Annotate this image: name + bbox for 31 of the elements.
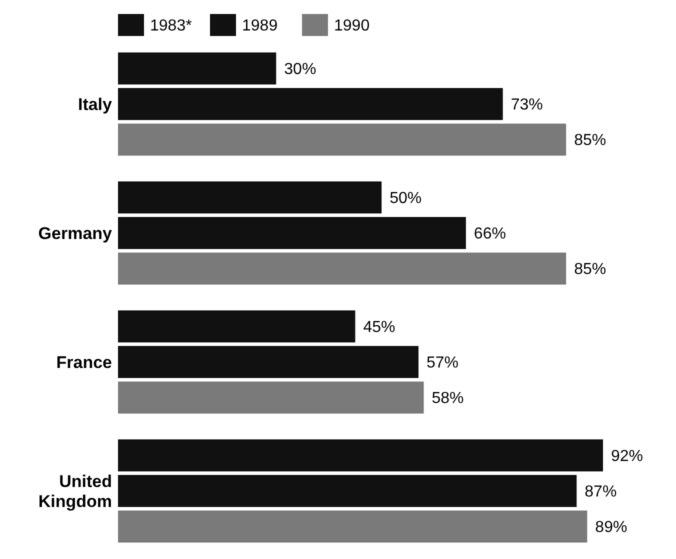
bar [118, 88, 503, 120]
legend-label: 1989 [242, 18, 278, 35]
bar [118, 181, 382, 214]
data-label: 85% [574, 132, 606, 150]
data-label: 45% [363, 319, 396, 336]
bar [118, 124, 566, 156]
bar [118, 346, 418, 378]
data-label: 87% [584, 484, 617, 501]
data-label: 73% [510, 96, 543, 114]
bar [118, 52, 276, 84]
bar [118, 310, 356, 342]
legend-label: 1983* [150, 18, 192, 35]
data-label: 57% [426, 354, 459, 372]
y-tick-label: United Kingdom [38, 472, 112, 511]
bar [118, 439, 603, 472]
legend-label: 1990 [334, 18, 370, 35]
data-label: 92% [611, 448, 644, 465]
y-tick-label: Germany [38, 224, 113, 243]
bar [118, 382, 424, 414]
data-label: 66% [474, 226, 506, 243]
data-label: 30% [284, 61, 316, 78]
data-label: 58% [432, 390, 464, 408]
data-label: 50% [390, 190, 422, 208]
bar [118, 252, 566, 285]
bar [118, 217, 466, 250]
y-tick-label: France [56, 352, 112, 372]
data-label: 85% [574, 261, 606, 278]
bar [118, 474, 577, 507]
bar [118, 510, 588, 543]
y-tick-label: Italy [78, 94, 113, 114]
data-label: 89% [595, 519, 628, 536]
